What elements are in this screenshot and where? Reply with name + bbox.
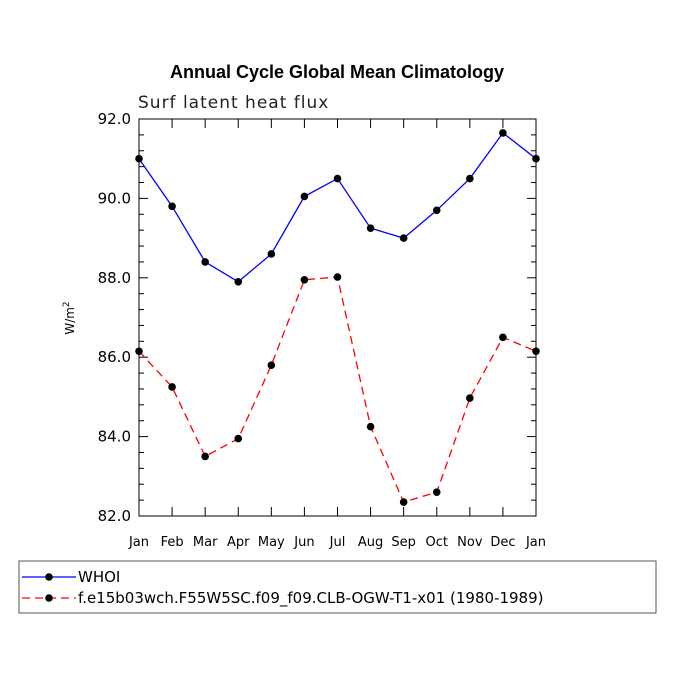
legend-label: f.e15b03wch.F55W5SC.f09_f09.CLB-OGW-T1-x… [78,589,543,608]
data-point [499,129,507,137]
data-point [168,202,176,211]
x-tick-label: Feb [161,535,184,550]
legend-marker [45,573,53,581]
data-point [201,452,209,461]
series-line-1 [138,131,537,283]
y-tick-label: 92.0 [98,110,131,128]
data-point [532,154,540,163]
x-tick-label: Mar [193,535,218,550]
y-tick-label: 86.0 [98,348,131,366]
x-tick-label: Dec [490,535,515,550]
chart-title: Annual Cycle Global Mean Climatology [170,62,504,82]
data-point [432,206,441,215]
data-point [201,258,209,266]
legend: WHOI f.e15b03wch.F55W5SC.f09_f09.CLB-OGW-… [18,560,657,614]
data-point [135,154,143,163]
data-point [135,347,143,356]
data-point [366,224,375,232]
data-point [333,174,342,183]
x-tick-label: Nov [457,535,483,550]
x-tick-label: Apr [227,535,250,550]
data-point [366,422,375,431]
y-axis-label: W/m2 [62,301,77,334]
data-point [300,275,309,284]
data-point [300,192,309,201]
x-tick-label: Jun [293,535,314,550]
data-point [432,488,441,496]
x-tick-label: Sep [391,535,416,550]
data-point [399,234,408,242]
data-point [466,394,474,402]
x-tick-label: May [258,535,285,550]
legend-box [18,560,657,614]
data-point [267,250,276,258]
data-point [399,498,408,506]
axis-ticks [138,118,537,517]
data-point [234,277,243,286]
data-point [333,273,342,281]
x-tick-label: Oct [426,535,448,550]
chart-subtitle: Surf latent heat flux [138,93,329,113]
data-point [267,361,276,369]
data-point [168,383,176,391]
legend-marker [45,594,53,602]
x-tick-label: Aug [358,535,383,550]
y-tick-label: 84.0 [98,428,131,446]
data-point [234,434,243,443]
x-tick-labels: Jan Feb Mar Apr May Jun Jul Aug Sep Oct Nov Dec Jan [128,535,546,550]
data-point [532,347,540,356]
series-layer [135,129,540,506]
series-line-2 [138,276,537,503]
x-tick-label: Jan [525,535,546,550]
y-tick-label: 88.0 [98,269,131,287]
y-tick-labels: 82.0 84.0 86.0 88.0 90.0 92.0 [98,110,131,525]
y-tick-label: 82.0 [98,507,131,525]
x-tick-label: Jan [128,535,149,550]
data-point [499,333,507,342]
data-point [466,174,474,183]
legend-label: WHOI [78,568,120,586]
x-tick-label: Jul [329,535,346,550]
y-tick-label: 90.0 [98,189,131,207]
